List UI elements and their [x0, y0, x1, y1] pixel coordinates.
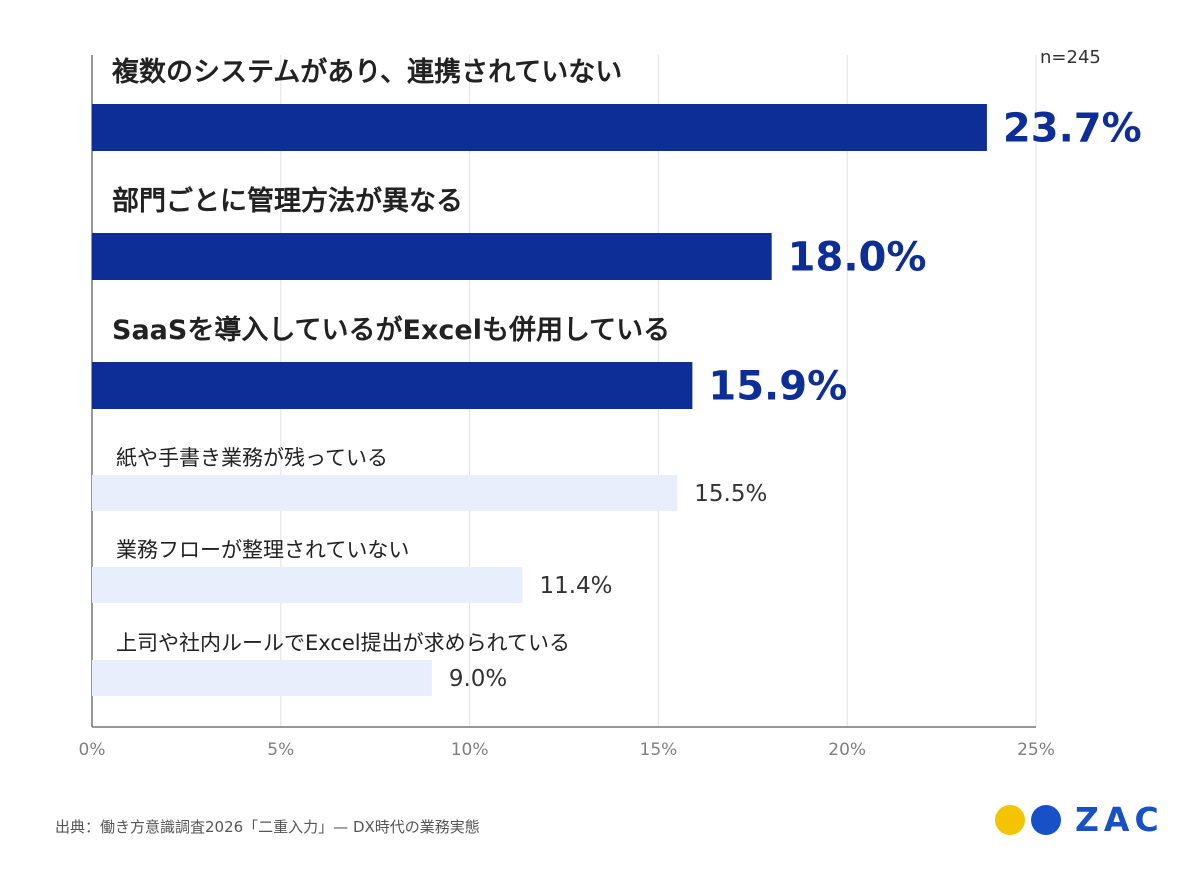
category-label: SaaSを導入しているがExcelも併用している — [112, 314, 670, 346]
x-tick-label: 20% — [828, 740, 866, 760]
x-tick-label: 0% — [79, 740, 106, 760]
data-label: 15.9% — [708, 364, 847, 410]
data-label: 15.5% — [694, 481, 767, 507]
category-label: 複数のシステムがあり、連携されていない — [112, 56, 622, 88]
bar — [92, 362, 693, 409]
bar — [92, 475, 678, 511]
bar-chart: 0% 5% 10% 15% 20% 25% 複数のシステムがあり、連携されていない 23.7%… — [79, 55, 1142, 760]
bar — [92, 660, 432, 696]
data-label: 9.0% — [449, 666, 507, 692]
logo-text: ZAC — [1075, 800, 1164, 839]
source-note: 出典：働き方意識調査2026「二重入力」— DX時代の業務実態 — [55, 818, 480, 836]
x-tick-label: 25% — [1017, 740, 1055, 760]
logo-blue-dot — [1031, 805, 1061, 835]
data-label: 18.0% — [788, 235, 927, 281]
data-label: 11.4% — [539, 573, 612, 599]
category-label: 業務フローが整理されていない — [116, 538, 409, 562]
x-tick-label: 15% — [640, 740, 678, 760]
bar — [92, 567, 523, 603]
category-label: 部門ごとに管理方法が異なる — [112, 185, 463, 217]
x-tick-label: 10% — [451, 740, 489, 760]
sample-size: n=245 — [1040, 47, 1101, 68]
bar — [92, 233, 772, 280]
bar — [92, 104, 987, 151]
category-label: 上司や社内ルールでExcel提出が求められている — [116, 631, 570, 655]
x-tick-label: 5% — [267, 740, 294, 760]
data-label: 23.7% — [1003, 106, 1142, 152]
zac-logo: ZAC — [995, 798, 1165, 842]
logo-yellow-dot — [995, 805, 1025, 835]
category-label: 紙や手書き業務が残っている — [116, 446, 388, 470]
